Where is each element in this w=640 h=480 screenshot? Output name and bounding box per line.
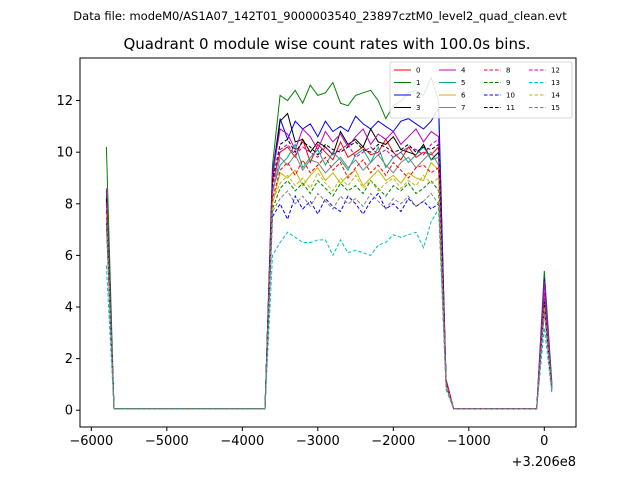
- y-tick-label: 10: [56, 146, 73, 161]
- legend-label-2: 2: [416, 92, 420, 100]
- series-line-11: [105, 138, 553, 410]
- series-line-5: [105, 143, 553, 410]
- legend-label-6: 6: [461, 92, 466, 100]
- x-tick-label: −3000: [296, 434, 340, 449]
- x-axis: −6000 −5000 −4000 −3000 −2000 −1000 0: [69, 427, 548, 449]
- x-tick-label: −5000: [145, 434, 189, 449]
- series-line-15: [105, 190, 553, 410]
- legend-label-4: 4: [461, 67, 466, 75]
- series-line-10: [105, 192, 553, 410]
- legend-label-5: 5: [461, 79, 465, 87]
- x-offset-label: +3.206e8: [512, 455, 576, 470]
- plot-lines: [105, 75, 553, 410]
- series-line-9: [105, 179, 553, 410]
- series-line-14: [105, 171, 553, 410]
- series-line-6: [105, 161, 553, 410]
- x-tick-label: 0: [540, 434, 548, 449]
- data-file-label: Data file: modeM0/AS1A07_142T01_90000035…: [73, 9, 567, 23]
- legend-label-3: 3: [416, 104, 420, 112]
- legend-label-14: 14: [551, 92, 560, 100]
- legend-label-0: 0: [416, 67, 420, 75]
- legend-label-9: 9: [506, 79, 510, 87]
- series-line-13: [105, 207, 553, 410]
- series-line-7: [105, 151, 553, 410]
- x-tick-label: −4000: [220, 434, 264, 449]
- series-line-4: [105, 128, 553, 410]
- series-line-2: [105, 106, 553, 410]
- legend-label-11: 11: [506, 104, 515, 112]
- chart-title: Quadrant 0 module wise count rates with …: [123, 35, 530, 53]
- legend-label-12: 12: [551, 67, 560, 75]
- legend-label-13: 13: [551, 79, 560, 87]
- x-tick-label: −1000: [447, 434, 491, 449]
- y-tick-label: 8: [65, 197, 73, 212]
- plot-frame: [79, 57, 577, 428]
- y-tick-label: 12: [56, 94, 73, 109]
- legend-label-1: 1: [416, 79, 420, 87]
- legend-label-7: 7: [461, 104, 465, 112]
- y-tick-label: 4: [65, 301, 73, 316]
- series-line-8: [105, 156, 553, 410]
- y-axis: 0 2 4 6 8 10 12: [56, 94, 80, 419]
- x-tick-label: −6000: [69, 434, 113, 449]
- y-tick-label: 2: [65, 352, 73, 367]
- legend-label-8: 8: [506, 67, 510, 75]
- series-line-0: [105, 137, 553, 410]
- y-tick-label: 0: [65, 404, 73, 419]
- x-tick-label: −2000: [371, 434, 415, 449]
- series-line-12: [105, 138, 553, 410]
- y-tick-label: 6: [65, 249, 73, 264]
- legend-label-10: 10: [506, 92, 515, 100]
- legend-box: [389, 61, 573, 119]
- legend-label-15: 15: [551, 104, 560, 112]
